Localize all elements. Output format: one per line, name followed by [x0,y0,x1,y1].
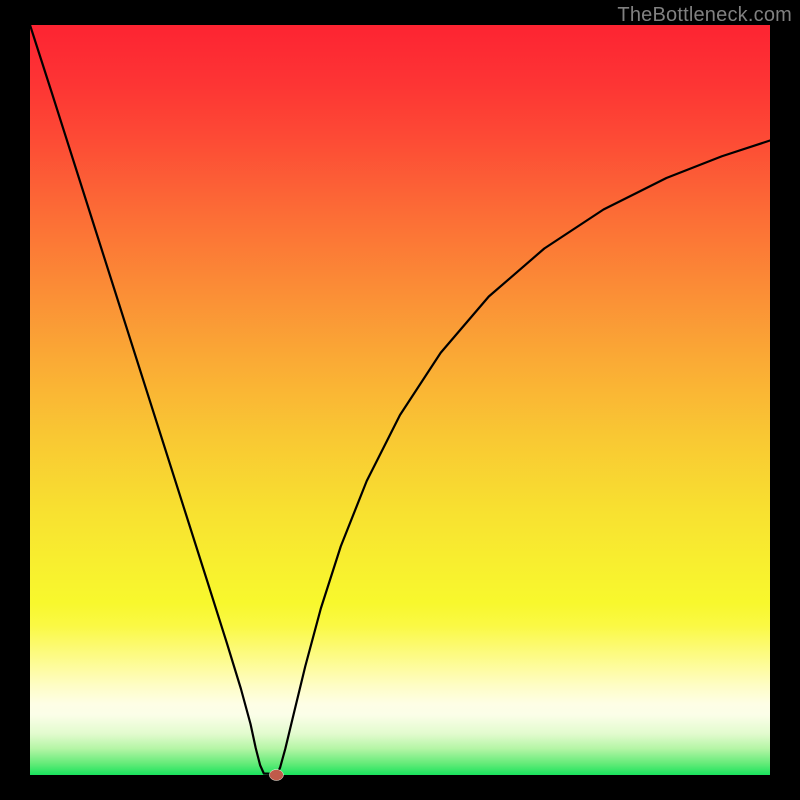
chart-svg [0,0,800,800]
plot-background [30,25,770,775]
watermark-text: TheBottleneck.com [617,4,792,27]
chart-container: TheBottleneck.com [0,0,800,800]
optimal-point-marker [269,770,283,781]
